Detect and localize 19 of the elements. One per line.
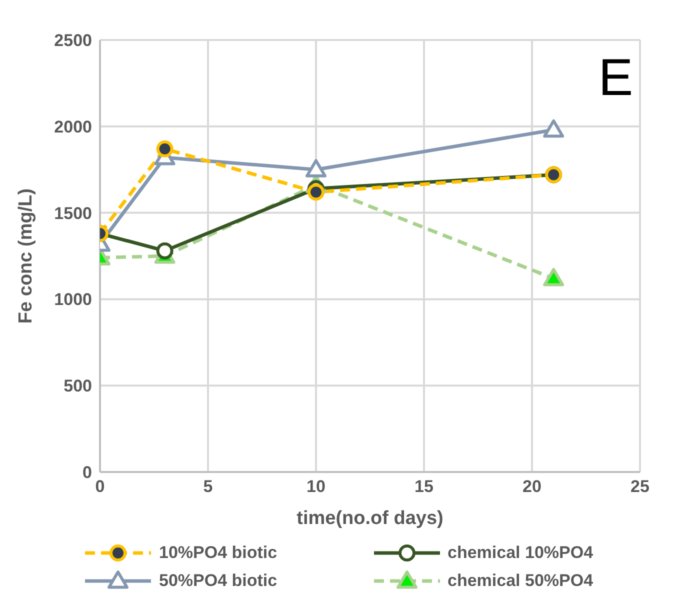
x-tick-label: 0 (95, 477, 105, 496)
legend-label: 50%PO4 biotic (159, 571, 278, 591)
y-tick-label: 500 (64, 376, 92, 396)
y-tick-label: 1000 (54, 290, 92, 310)
x-tick-label: 20 (522, 477, 542, 496)
legend-label: 10%PO4 biotic (159, 543, 278, 563)
legend-label: chemical 10%PO4 (448, 543, 594, 563)
y-tick-label: 0 (82, 463, 92, 482)
x-tick-label: 25 (630, 477, 650, 496)
y-tick-label: 1500 (54, 204, 92, 223)
x-tick-label: 15 (414, 477, 434, 496)
y-axis-title: Fe conc (mg/L) (16, 188, 37, 324)
y-tick-label: 2000 (54, 117, 92, 136)
annotation: E (598, 48, 633, 108)
x-tick-label: 5 (203, 477, 213, 496)
legend-label: chemical 50%PO4 (448, 571, 594, 591)
y-tick-label: 2500 (54, 31, 92, 50)
x-axis-title: time(no.of days) (296, 508, 444, 529)
x-tick-label: 10 (306, 477, 326, 496)
